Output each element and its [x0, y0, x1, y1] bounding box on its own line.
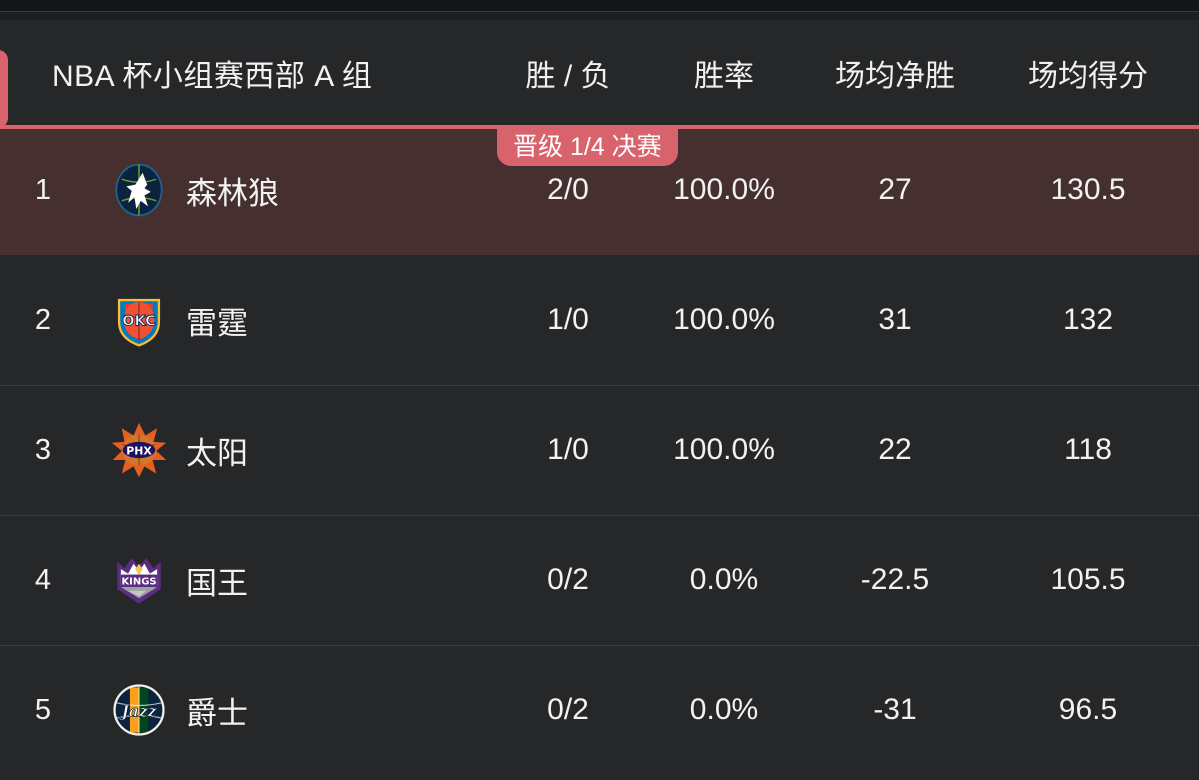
team-name: 爵士 [186, 695, 248, 731]
rank-number: 4 [34, 563, 52, 596]
svg-text:OKC: OKC [122, 313, 156, 329]
jazz-logo: Jazz [110, 681, 168, 739]
table-header: NBA 杯小组赛西部 A 组 胜 / 负 胜率 场均净胜 场均得分 [0, 20, 1199, 128]
rank-number: 1 [34, 173, 52, 206]
cell-win-pct: 100.0% [673, 173, 775, 206]
cell-win-loss: 1/0 [547, 433, 589, 466]
column-header-points[interactable]: 场均得分 [1028, 59, 1148, 93]
svg-text:Jazz: Jazz [119, 702, 157, 720]
row-divider [0, 385, 1199, 386]
cell-points: 118 [1064, 433, 1112, 466]
left-accent-tab[interactable] [0, 50, 8, 128]
svg-text:KINGS: KINGS [121, 577, 156, 588]
team-cell[interactable]: Jazz 爵士 [110, 645, 248, 775]
standings-table-body: 晋级 1/4 决赛 1 森林狼 2/0 100.0% 27 130.5 [0, 125, 1199, 775]
column-header-win-loss[interactable]: 胜 / 负 [525, 59, 611, 93]
table-row[interactable]: 5 Jazz 爵士 0/2 0.0% -31 96.5 [0, 645, 1199, 775]
table-row[interactable]: 3 PHX 太阳 1/0 100.0% 22 118 [0, 385, 1199, 515]
suns-logo: PHX [110, 421, 168, 479]
team-name: 国王 [186, 565, 248, 601]
timberwolves-logo [110, 161, 168, 219]
cell-win-pct: 0.0% [689, 563, 759, 596]
cell-win-pct: 100.0% [673, 433, 775, 466]
svg-text:PHX: PHX [126, 445, 152, 458]
cell-win-loss: 2/0 [547, 173, 589, 206]
team-cell[interactable]: PHX 太阳 [110, 385, 248, 515]
cell-win-pct: 100.0% [673, 303, 775, 336]
table-row[interactable]: 2 OKC 雷霆 1/0 100.0% 31 132 [0, 255, 1199, 385]
table-row[interactable]: 4 KINGS 国王 0/2 0.0% -22.5 [0, 515, 1199, 645]
cell-net-rating: 31 [878, 303, 912, 336]
cell-win-loss: 0/2 [547, 563, 589, 596]
cell-points: 130.5 [1050, 173, 1126, 206]
cell-win-loss: 1/0 [547, 303, 589, 336]
table-row[interactable]: 晋级 1/4 决赛 1 森林狼 2/0 100.0% 27 130.5 [0, 125, 1199, 255]
team-name: 森林狼 [186, 175, 279, 211]
rank-number: 2 [34, 303, 52, 336]
cell-points: 132 [1062, 303, 1114, 336]
cell-win-loss: 0/2 [547, 693, 589, 726]
thunder-logo: OKC [110, 291, 168, 349]
top-strip-divider [0, 11, 1199, 12]
column-header-net-rating[interactable]: 场均净胜 [835, 59, 955, 93]
rank-number: 3 [34, 433, 52, 466]
team-cell[interactable]: OKC 雷霆 [110, 255, 248, 385]
rank-number: 5 [34, 693, 52, 726]
cell-points: 105.5 [1050, 563, 1126, 596]
kings-logo: KINGS [110, 551, 168, 609]
team-cell[interactable]: KINGS 国王 [110, 515, 248, 645]
cell-net-rating: -31 [873, 693, 917, 726]
cell-net-rating: 27 [878, 173, 912, 206]
system-top-strip [0, 0, 1199, 11]
row-divider [0, 515, 1199, 516]
cell-points: 96.5 [1058, 693, 1118, 726]
status-badge: 晋级 1/4 决赛 [497, 125, 678, 166]
column-header-win-pct[interactable]: 胜率 [694, 59, 754, 93]
team-cell[interactable]: 森林狼 [110, 125, 279, 255]
team-name: 雷霆 [186, 305, 248, 341]
cell-net-rating: 22 [878, 433, 912, 466]
cell-win-pct: 0.0% [689, 693, 759, 726]
top-gap [0, 12, 1199, 20]
row-divider [0, 645, 1199, 646]
cell-net-rating: -22.5 [860, 563, 930, 596]
page-title: NBA 杯小组赛西部 A 组 [52, 59, 373, 93]
team-name: 太阳 [186, 435, 248, 471]
